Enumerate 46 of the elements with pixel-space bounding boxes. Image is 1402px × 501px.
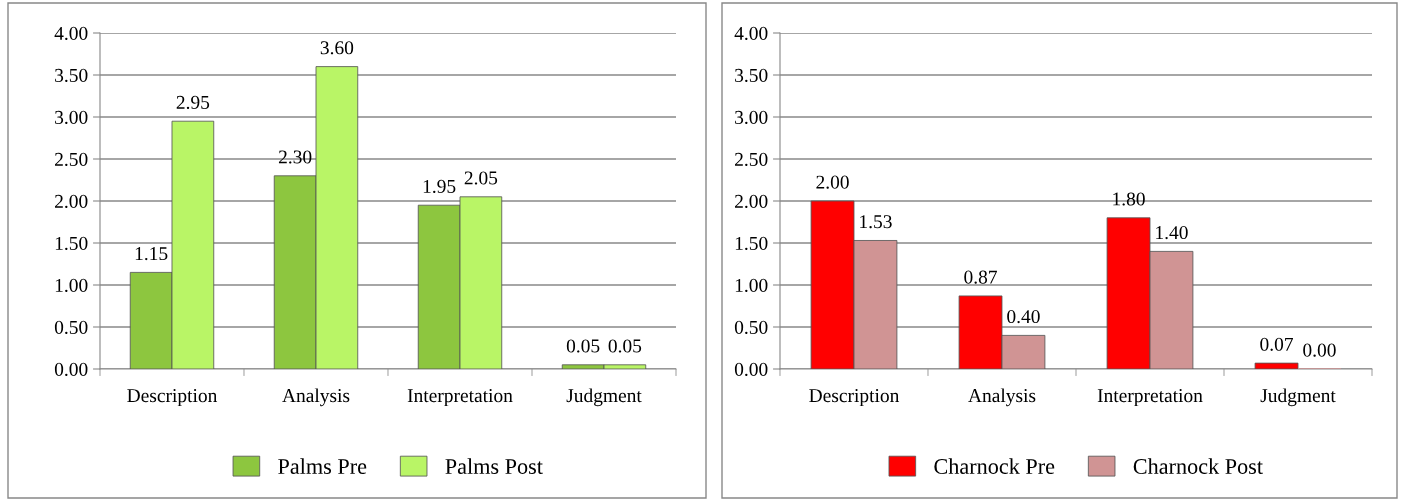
data-label: 3.60 bbox=[320, 41, 354, 55]
y-tick-label: 0.50 bbox=[54, 320, 88, 335]
data-label: 1.53 bbox=[860, 215, 892, 229]
x-tick-label: Judgment bbox=[566, 388, 642, 407]
y-tick-label: 3.00 bbox=[735, 110, 768, 125]
y-tick-label: 3.50 bbox=[55, 68, 88, 83]
data-label: 0.05 bbox=[608, 339, 642, 353]
y-tick-label: 2.50 bbox=[55, 152, 88, 167]
y-tick-label: 1.50 bbox=[735, 236, 768, 251]
y-tick-label: 3.50 bbox=[735, 68, 768, 83]
y-tick-label: 1.50 bbox=[55, 236, 88, 251]
data-label: 2.00 bbox=[816, 175, 849, 189]
legend-label: Charnock Pre bbox=[934, 458, 1055, 474]
x-tick-label: Description bbox=[809, 389, 900, 407]
y-tick-label: 4.00 bbox=[734, 26, 768, 41]
data-label: 0.40 bbox=[1007, 310, 1040, 324]
y-tick-label: 2.00 bbox=[55, 194, 88, 209]
data-label: 1.95 bbox=[423, 179, 456, 193]
y-tick-label: 4.00 bbox=[54, 26, 88, 41]
data-label: 2.05 bbox=[464, 171, 498, 185]
y-tick-label: 0.00 bbox=[734, 362, 768, 377]
x-tick-label: Interpretation bbox=[407, 389, 513, 407]
y-tick-label: 0.00 bbox=[54, 362, 88, 377]
data-label: 0.05 bbox=[566, 339, 600, 353]
legend-label: Palms Pre bbox=[278, 458, 367, 474]
y-tick-label: 1.00 bbox=[735, 278, 768, 293]
data-label: 1.80 bbox=[1113, 192, 1145, 206]
x-tick-label: Analysis bbox=[968, 388, 1036, 407]
x-tick-label: Description bbox=[127, 389, 218, 407]
y-tick-label: 1.00 bbox=[55, 278, 88, 293]
data-label: 2.95 bbox=[176, 95, 210, 109]
y-tick-label: 2.00 bbox=[735, 194, 768, 209]
y-tick-label: 0.50 bbox=[734, 320, 768, 335]
y-tick-label: 2.50 bbox=[735, 152, 768, 167]
x-tick-label: Judgment bbox=[1260, 388, 1336, 407]
y-tick-label: 3.00 bbox=[55, 110, 88, 125]
x-tick-label: Interpretation bbox=[1097, 389, 1203, 407]
data-label: 0.00 bbox=[1303, 343, 1336, 357]
legend-label: Charnock Post bbox=[1133, 458, 1263, 474]
data-label: 0.87 bbox=[964, 270, 997, 284]
data-label: 2.30 bbox=[278, 150, 312, 164]
legend-label: Palms Post bbox=[445, 458, 543, 474]
data-label: 1.15 bbox=[135, 247, 168, 261]
x-tick-label: Analysis bbox=[282, 388, 350, 407]
data-label: 1.40 bbox=[1156, 226, 1188, 240]
data-label: 0.07 bbox=[1260, 337, 1293, 351]
